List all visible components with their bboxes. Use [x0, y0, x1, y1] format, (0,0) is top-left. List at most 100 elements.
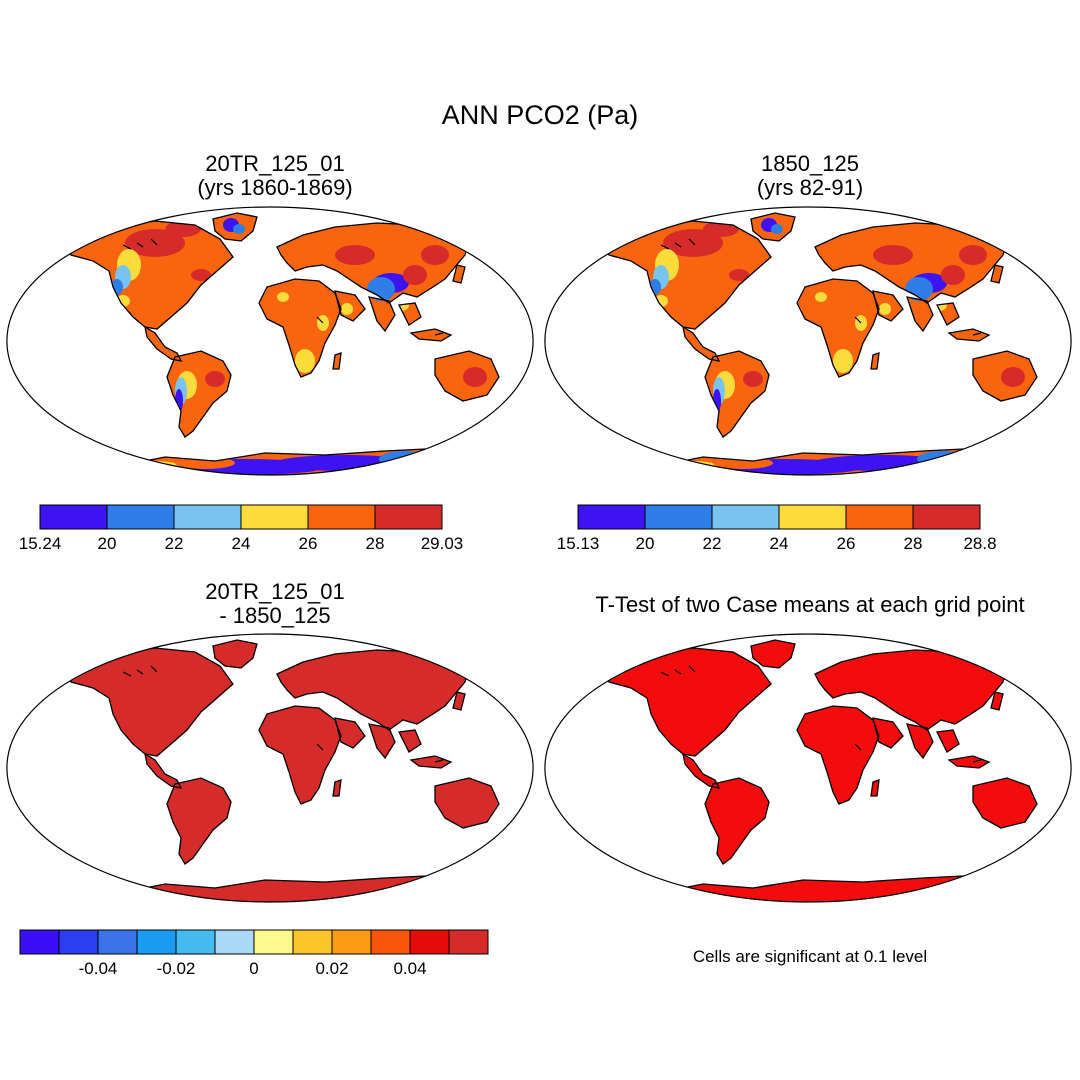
colorbar-3-box-11: [448, 929, 489, 955]
colorbar-2-label-2: 22: [703, 534, 722, 553]
land-india: [369, 724, 395, 758]
land-centralAmerica: [683, 327, 719, 361]
lake-outlines: [122, 238, 444, 336]
map-panel-4: [544, 633, 1072, 903]
land-australia: [973, 778, 1037, 828]
colorbar-1-label-4: 26: [299, 534, 318, 553]
coastline-africa: [258, 278, 342, 378]
land-africa: [797, 706, 879, 804]
value-patch-26: [873, 245, 913, 265]
lake-outlines: [122, 665, 444, 763]
colorbar-3-box-2: [97, 929, 138, 955]
value-patch-32: [879, 303, 891, 315]
coastline-india: [368, 296, 396, 333]
coastline-northAmerica: [61, 220, 234, 330]
value-patch-35: [379, 451, 431, 467]
coastline-australia: [434, 777, 500, 829]
coastline-madagascar: [332, 352, 342, 370]
coastline-arabia: [872, 717, 904, 749]
colorbar-2-label-3: 24: [770, 534, 789, 553]
value-patch-7: [167, 285, 195, 301]
coastline-japan: [452, 691, 466, 711]
value-patch-35: [917, 451, 969, 467]
coastline-indonesia: [947, 755, 991, 769]
colorbar-3-box-10: [409, 929, 450, 955]
panel-1-title: 20TR_125_01 (yrs 1860-1869): [135, 152, 415, 200]
panel-3-title-line2: - 1850_125: [219, 603, 331, 628]
value-patch-32: [341, 303, 353, 315]
map-panel-2: [544, 206, 1072, 476]
colorbar-2-label-4: 26: [837, 534, 856, 553]
coastline-northAmerica: [61, 647, 234, 757]
colorbar-3-box-7: [292, 929, 333, 955]
colorbar-2-label-0: 15.13: [557, 534, 600, 553]
lake-outlines: [660, 665, 982, 763]
coastline-seAsia: [936, 302, 960, 326]
coastline-australia: [972, 777, 1038, 829]
coastline-centralAmerica: [682, 752, 721, 789]
land-india: [369, 297, 395, 331]
value-patch-18: [821, 321, 845, 349]
coastline-australia: [972, 350, 1038, 402]
coastline-greenland: [750, 639, 796, 669]
colorbar-1-label-6: 29.03: [421, 534, 464, 553]
value-patch-38: [109, 464, 141, 474]
coastline-madagascar: [870, 352, 880, 370]
colorbar-1-label-0: 15.24: [19, 534, 62, 553]
colorbar-3-box-4: [175, 929, 216, 955]
coastline-greenland: [212, 639, 258, 669]
value-patch-8: [729, 269, 749, 281]
land-indonesia: [949, 329, 989, 341]
colorbar-3-label-2: 0: [249, 959, 258, 978]
colorbar-3-box-6: [253, 929, 294, 955]
panel-1-title-line2: (yrs 1860-1869): [197, 175, 353, 200]
colorbar-3-box-9: [370, 929, 411, 955]
coastline-centralAmerica: [682, 325, 721, 362]
value-patch-24: [403, 265, 427, 285]
panel-4-title-line1: T-Test of two Case means at each grid po…: [595, 592, 1025, 617]
colorbar-1-box-4: [307, 504, 376, 530]
coastline-centralAmerica: [144, 752, 183, 789]
colorbar-3-box-3: [136, 929, 177, 955]
coastline-arabia: [872, 290, 904, 322]
colorbar-3-label-3: 0.02: [315, 959, 348, 978]
land-greenland: [213, 640, 257, 668]
colorbar-1-label-5: 28: [366, 534, 385, 553]
land-southAmerica: [167, 778, 231, 864]
land-centralAmerica: [145, 754, 181, 788]
land-southAmerica: [705, 778, 769, 864]
colorbar-3-box-1: [58, 929, 99, 955]
value-patch-27: [829, 241, 857, 257]
value-patch-36: [129, 461, 181, 473]
value-patch-25: [421, 245, 449, 265]
coastline-japan: [990, 264, 1004, 284]
colorbar-1-box-0: [39, 504, 108, 530]
coastline-japan: [452, 264, 466, 284]
coastline-indonesia: [409, 755, 453, 769]
colorbar-3-label-4: 0.04: [393, 959, 426, 978]
coastline-seAsia: [398, 302, 422, 326]
value-patch-26: [335, 245, 375, 265]
value-patch-8: [191, 269, 211, 281]
panel-2-title: 1850_125 (yrs 82-91): [670, 152, 950, 200]
value-patch-19: [295, 349, 315, 373]
coastline-greenland: [212, 212, 258, 242]
coastline-india: [906, 723, 934, 760]
coastline-africa: [796, 705, 880, 805]
value-patch-17: [827, 293, 859, 317]
land-northAmerica: [63, 648, 233, 756]
land-seAsia: [937, 730, 959, 752]
value-patch-10: [233, 224, 245, 234]
value-patch-21: [815, 292, 827, 302]
colorbar-3-box-5: [214, 929, 255, 955]
map-panel-3: [6, 633, 534, 903]
value-patch-6: [678, 265, 708, 285]
colorbar-3-label-0: -0.04: [79, 959, 118, 978]
colorbar-panel-2: 15.13 20 22 24 26 28 28.8: [557, 504, 997, 553]
map-border: [6, 206, 534, 476]
value-patch-12: [205, 371, 225, 387]
coastline-madagascar: [332, 779, 342, 797]
panel-4-title: T-Test of two Case means at each grid po…: [540, 593, 1080, 617]
colorbar-2-box-5: [912, 504, 981, 530]
colorbar-2-box-0: [577, 504, 646, 530]
